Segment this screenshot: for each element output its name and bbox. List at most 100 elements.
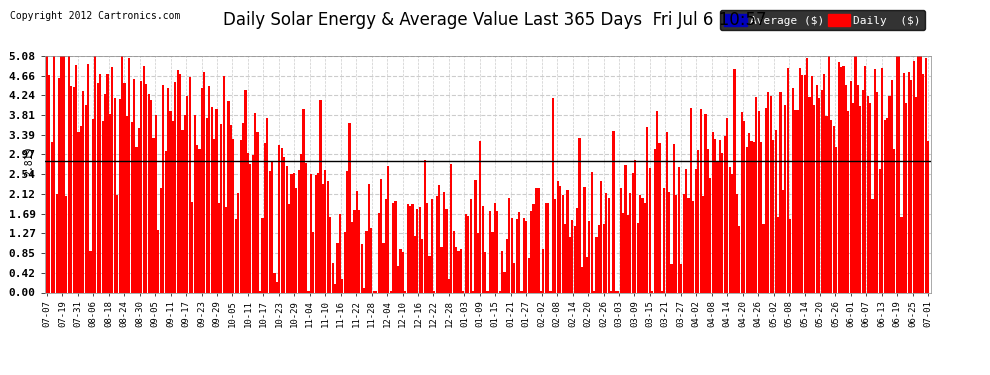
- Bar: [685, 169, 687, 292]
- Bar: [879, 169, 881, 292]
- Bar: [627, 215, 629, 292]
- Bar: [131, 122, 133, 292]
- Bar: [159, 188, 161, 292]
- Bar: [414, 236, 416, 292]
- Bar: [709, 178, 712, 292]
- Bar: [452, 231, 454, 292]
- Bar: [668, 192, 670, 292]
- Bar: [141, 81, 143, 292]
- Bar: [70, 86, 72, 292]
- Bar: [446, 209, 447, 292]
- Bar: [564, 224, 566, 292]
- Bar: [261, 218, 263, 292]
- Text: Daily Solar Energy & Average Value Last 365 Days  Fri Jul 6 10:57: Daily Solar Energy & Average Value Last …: [224, 11, 766, 29]
- Bar: [106, 74, 109, 292]
- Bar: [556, 181, 559, 292]
- Bar: [450, 164, 452, 292]
- Bar: [394, 201, 397, 292]
- Bar: [109, 114, 111, 292]
- Bar: [348, 123, 350, 292]
- Bar: [288, 204, 290, 292]
- Bar: [194, 116, 196, 292]
- Bar: [653, 149, 655, 292]
- Bar: [387, 166, 389, 292]
- Bar: [342, 279, 344, 292]
- Bar: [399, 249, 402, 292]
- Bar: [256, 132, 258, 292]
- Bar: [305, 164, 307, 292]
- Bar: [588, 221, 590, 292]
- Bar: [745, 147, 747, 292]
- Bar: [743, 121, 745, 292]
- Bar: [844, 85, 847, 292]
- Bar: [811, 76, 813, 292]
- Bar: [310, 174, 312, 292]
- Bar: [540, 291, 542, 292]
- Bar: [598, 225, 600, 292]
- Bar: [355, 191, 358, 292]
- Bar: [152, 138, 154, 292]
- Bar: [186, 96, 188, 292]
- Bar: [569, 237, 571, 292]
- Bar: [479, 141, 481, 292]
- Bar: [847, 111, 849, 292]
- Bar: [89, 251, 92, 292]
- Bar: [249, 164, 251, 292]
- Bar: [866, 96, 869, 292]
- Bar: [544, 203, 546, 292]
- Bar: [263, 144, 266, 292]
- Bar: [216, 109, 218, 292]
- Bar: [240, 140, 242, 292]
- Bar: [407, 204, 409, 292]
- Bar: [876, 92, 878, 292]
- Bar: [198, 149, 201, 292]
- Bar: [208, 86, 210, 292]
- Bar: [620, 188, 622, 292]
- Bar: [46, 56, 49, 292]
- Bar: [167, 88, 169, 292]
- Text: Copyright 2012 Cartronics.com: Copyright 2012 Cartronics.com: [10, 11, 180, 21]
- Bar: [881, 68, 883, 292]
- Bar: [238, 194, 240, 292]
- Bar: [760, 142, 762, 292]
- Bar: [426, 204, 428, 292]
- Bar: [549, 291, 551, 292]
- Bar: [92, 118, 94, 292]
- Bar: [290, 174, 293, 292]
- Bar: [149, 100, 152, 292]
- Bar: [58, 78, 60, 292]
- Bar: [176, 70, 179, 292]
- Bar: [206, 118, 208, 292]
- Bar: [772, 140, 774, 292]
- Bar: [526, 221, 528, 292]
- Bar: [573, 226, 576, 292]
- Bar: [869, 103, 871, 292]
- Bar: [303, 109, 305, 292]
- Bar: [821, 90, 823, 292]
- Bar: [235, 219, 237, 292]
- Bar: [133, 79, 136, 292]
- Bar: [486, 291, 489, 292]
- Bar: [484, 252, 486, 292]
- Bar: [276, 282, 278, 292]
- Bar: [211, 107, 213, 292]
- Bar: [903, 73, 905, 292]
- Bar: [397, 266, 399, 292]
- Bar: [707, 149, 709, 292]
- Bar: [695, 170, 697, 292]
- Bar: [138, 128, 140, 292]
- Bar: [779, 92, 781, 292]
- Bar: [55, 194, 57, 292]
- Bar: [164, 151, 166, 292]
- Bar: [363, 288, 365, 292]
- Bar: [533, 204, 535, 292]
- Bar: [404, 291, 406, 292]
- Bar: [561, 195, 563, 292]
- Bar: [765, 108, 767, 292]
- Bar: [172, 121, 174, 292]
- Bar: [179, 74, 181, 292]
- Bar: [726, 118, 729, 292]
- Bar: [796, 110, 799, 292]
- Bar: [852, 103, 854, 292]
- Bar: [741, 112, 742, 292]
